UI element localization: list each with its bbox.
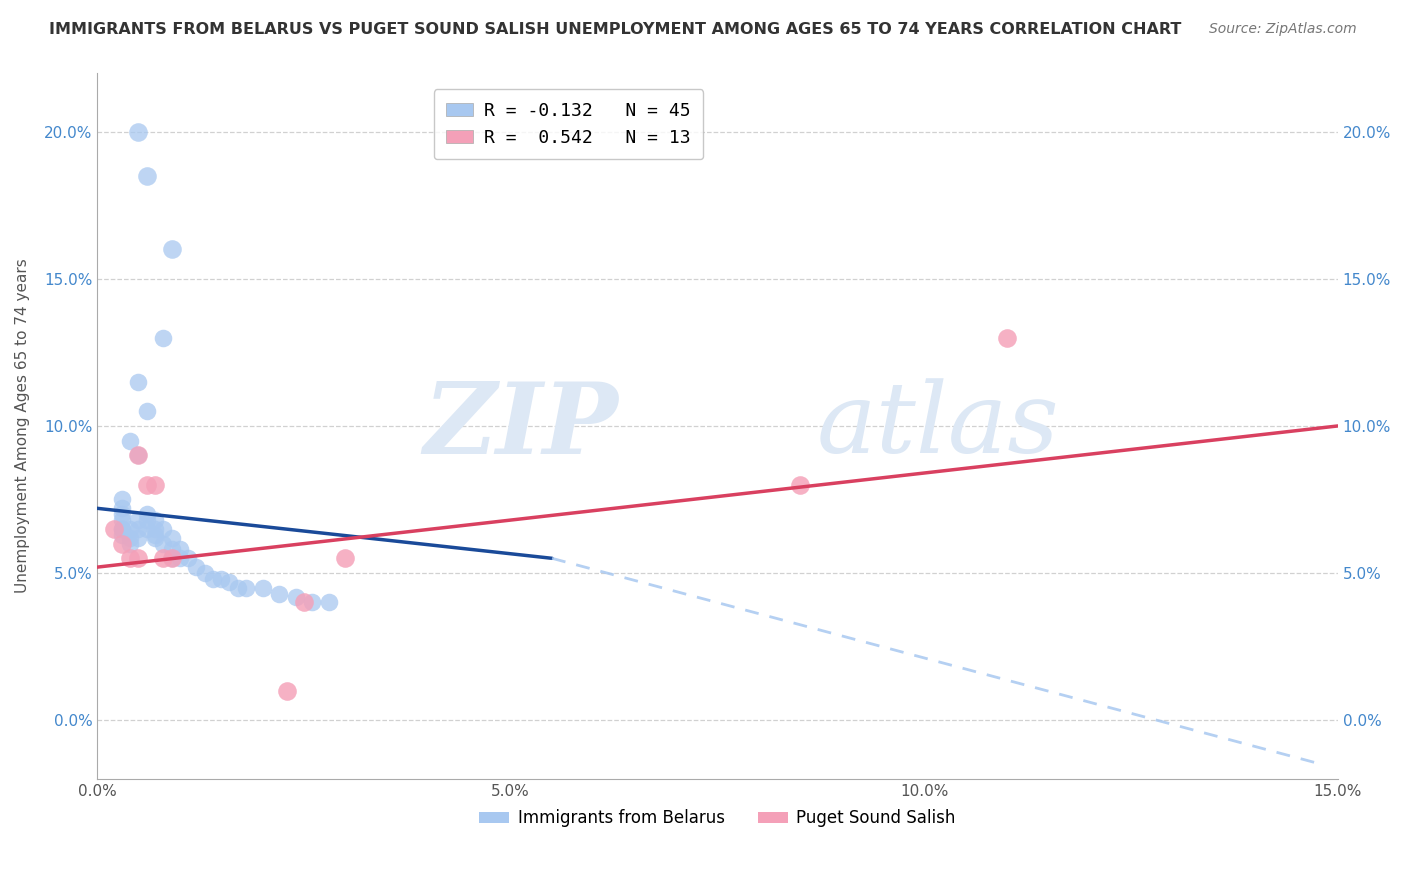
Point [127, 125, 149, 139]
Point [127, 448, 149, 462]
Point [135, 507, 157, 521]
Point [252, 581, 274, 595]
Point [143, 531, 166, 545]
Point [127, 513, 149, 527]
Point [169, 551, 191, 566]
Point [127, 375, 149, 389]
Point [152, 522, 174, 536]
Point [111, 492, 134, 507]
Point [169, 542, 191, 557]
Point [127, 448, 149, 462]
Point [335, 551, 357, 566]
Point [135, 513, 157, 527]
Point [120, 434, 142, 448]
Point [284, 590, 307, 604]
Point [111, 501, 134, 516]
Point [127, 522, 149, 536]
Point [995, 331, 1018, 345]
Point [160, 542, 183, 557]
Point [152, 331, 174, 345]
Point [120, 536, 142, 550]
Point [235, 581, 257, 595]
Point [226, 581, 249, 595]
Point [160, 551, 183, 566]
Point [267, 586, 290, 600]
Point [152, 551, 174, 566]
Point [103, 522, 125, 536]
Point [111, 513, 134, 527]
Point [301, 595, 323, 609]
Point [318, 595, 340, 609]
Point [201, 572, 224, 586]
Legend: Immigrants from Belarus, Puget Sound Salish: Immigrants from Belarus, Puget Sound Sal… [472, 803, 962, 834]
Y-axis label: Unemployment Among Ages 65 to 74 years: Unemployment Among Ages 65 to 74 years [15, 259, 30, 593]
Point [127, 531, 149, 545]
Point [120, 522, 142, 536]
Point [111, 507, 134, 521]
Point [292, 595, 315, 609]
Point [111, 536, 134, 550]
Point [111, 522, 134, 536]
Text: IMMIGRANTS FROM BELARUS VS PUGET SOUND SALISH UNEMPLOYMENT AMONG AGES 65 TO 74 Y: IMMIGRANTS FROM BELARUS VS PUGET SOUND S… [49, 22, 1181, 37]
Point [160, 531, 183, 545]
Text: ZIP: ZIP [423, 377, 619, 475]
Point [135, 477, 157, 491]
Point [276, 683, 298, 698]
Text: atlas: atlas [817, 378, 1060, 474]
Point [120, 531, 142, 545]
Point [111, 528, 134, 542]
Point [209, 572, 232, 586]
Point [160, 551, 183, 566]
Point [135, 522, 157, 536]
Text: Source: ZipAtlas.com: Source: ZipAtlas.com [1209, 22, 1357, 37]
Point [143, 513, 166, 527]
Point [143, 528, 166, 542]
Point [120, 551, 142, 566]
Point [143, 522, 166, 536]
Point [177, 551, 200, 566]
Point [218, 574, 240, 589]
Point [152, 536, 174, 550]
Point [127, 551, 149, 566]
Point [111, 522, 134, 536]
Point [789, 477, 811, 491]
Point [143, 477, 166, 491]
Point [194, 566, 217, 580]
Point [160, 243, 183, 257]
Point [135, 169, 157, 183]
Point [135, 404, 157, 418]
Point [186, 560, 208, 574]
